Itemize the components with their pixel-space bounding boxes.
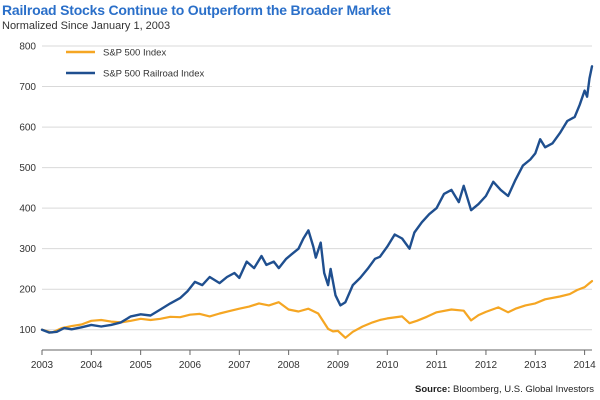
series-lines [40,65,594,339]
x-tick-2013: 2013 [524,360,547,371]
x-tick-2007: 2007 [228,360,251,371]
y-tick-200: 200 [19,285,36,296]
legend: S&P 500 Index S&P 500 Railroad Index [66,48,204,80]
legend-label-sp500-railroad-index: S&P 500 Railroad Index [103,69,204,80]
y-tick-700: 700 [19,82,36,93]
y-tick-100: 100 [19,325,36,336]
x-tick-2003: 2003 [31,360,54,371]
x-tick-2014: 2014 [573,360,596,371]
x-tick-2008: 2008 [278,360,301,371]
source-note: Source: Bloomberg, U.S. Global Investors [415,384,594,395]
x-tick-2012: 2012 [475,360,498,371]
series-line-sp500-railroad-index [40,65,594,334]
y-tick-400: 400 [19,204,36,215]
gridlines [42,45,592,331]
y-tick-600: 600 [19,123,36,134]
x-tick-2006: 2006 [179,360,202,371]
x-tick-labels: 2003 2004 2005 2006 2007 2008 2009 2010 2011 2012… [31,360,596,371]
source-label: Source: [415,384,451,395]
y-tick-500: 500 [19,163,36,174]
source-text: Bloomberg, U.S. Global Investors [450,384,594,395]
y-tick-labels: 100 200 300 400 500 600 700 800 [19,42,36,337]
axes [41,349,592,355]
x-tick-2004: 2004 [80,360,103,371]
y-tick-800: 800 [19,42,36,53]
x-tick-2005: 2005 [130,360,153,371]
legend-label-sp500-index: S&P 500 Index [103,48,166,59]
y-tick-300: 300 [19,244,36,255]
series-line-sp500-index [40,280,594,339]
x-tick-2011: 2011 [426,360,448,371]
x-tick-2010: 2010 [376,360,399,371]
chart-title: Railroad Stocks Continue to Outperform t… [2,2,391,18]
x-tick-2009: 2009 [327,360,350,371]
chart-subtitle: Normalized Since January 1, 2003 [2,20,171,32]
